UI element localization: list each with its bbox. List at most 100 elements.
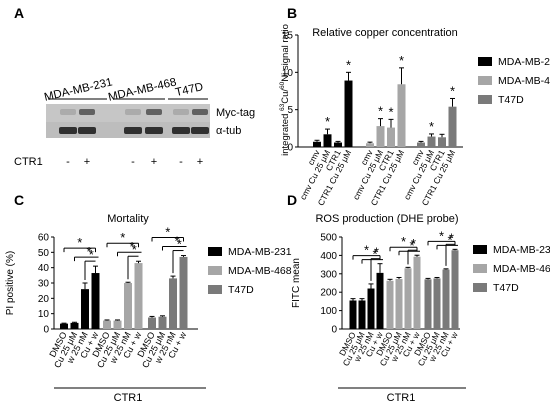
y-tick-label: 300: [320, 269, 337, 280]
bar: [148, 317, 156, 329]
significance-star: *: [177, 237, 182, 252]
significance-star: *: [388, 104, 393, 119]
legend-label: MDA-MB-468: [498, 75, 550, 87]
panel-letter-c: C: [14, 192, 24, 208]
myc-tag-band: [192, 109, 208, 115]
bar: [334, 142, 342, 147]
significance-star: *: [378, 104, 383, 119]
myc-tag-band: [173, 109, 189, 115]
legend-swatch: [478, 57, 492, 66]
blot-cell-line-label: MDA-MB-468: [107, 76, 178, 103]
bar: [367, 288, 375, 329]
alpha-tubulin-band: [191, 127, 209, 134]
legend-label: MDA-MB-231: [498, 56, 550, 68]
legend-swatch: [208, 285, 222, 294]
legend-label: MDA-MB-468: [493, 263, 550, 275]
bar: [395, 278, 403, 329]
panel-letter-a: A: [14, 5, 24, 21]
blot-lane-sign: -: [66, 156, 70, 168]
y-tick-label: 500: [320, 233, 337, 244]
bar: [413, 256, 421, 329]
y-tick-label: 50: [38, 248, 50, 259]
significance-star: *: [89, 247, 94, 262]
bar: [376, 272, 384, 329]
blot-cell-line-label: MDA-MB-231: [43, 76, 114, 103]
bar: [386, 280, 394, 329]
blot-band-label-tubulin: α-tub: [216, 125, 241, 137]
bar: [179, 256, 188, 329]
blot-lane-sign: -: [179, 156, 183, 168]
panel-letter-b: B: [287, 5, 297, 21]
myc-tag-band: [125, 109, 141, 115]
ctr1-group-label: CTR1: [114, 392, 143, 404]
legend-swatch: [473, 245, 487, 254]
significance-star: *: [439, 228, 444, 243]
y-tick-label: 5: [287, 105, 293, 116]
significance-star: *: [129, 239, 134, 254]
significance-star: *: [429, 119, 434, 134]
myc-tag-band: [146, 109, 162, 115]
blot-lane-sign: +: [84, 156, 90, 168]
bar: [397, 84, 406, 147]
y-tick-label: 400: [320, 251, 337, 262]
alpha-tubulin-band: [172, 127, 190, 134]
blot-band-label-myc: Myc-tag: [216, 107, 255, 119]
bar: [103, 320, 111, 329]
legend-label: MDA-MB-231: [493, 244, 550, 256]
bar: [313, 141, 321, 147]
significance-star: *: [364, 243, 369, 258]
legend-label: MDA-MB-468: [228, 265, 292, 277]
legend-swatch: [478, 76, 492, 85]
significance-star: *: [401, 234, 406, 249]
legend-label: MDA-MB-231: [228, 246, 292, 258]
significance-star: *: [132, 242, 137, 257]
bar: [124, 283, 132, 329]
significance-star: *: [174, 234, 179, 249]
legend-swatch: [208, 247, 222, 256]
bar: [158, 316, 167, 329]
bar: [417, 142, 425, 147]
chart-title: Relative copper concentration: [312, 27, 458, 39]
bar: [404, 268, 412, 329]
y-tick-label: 20: [38, 294, 50, 305]
alpha-tubulin-band: [59, 127, 77, 134]
y-tick-label: 10: [282, 68, 294, 79]
significance-star: *: [374, 245, 379, 260]
bar: [424, 279, 432, 329]
alpha-tubulin-band: [124, 127, 142, 134]
bar: [366, 143, 374, 147]
y-tick-label: 0: [43, 325, 49, 336]
bar: [60, 323, 68, 329]
y-tick-label: 15: [282, 31, 294, 42]
y-tick-label: 0: [331, 325, 337, 336]
myc-tag-band: [60, 109, 76, 115]
significance-star: *: [77, 235, 82, 250]
blot-cell-line-label: T47D: [174, 81, 204, 99]
bar: [438, 137, 446, 147]
bar: [376, 126, 385, 147]
significance-star: *: [325, 114, 330, 129]
bar: [70, 322, 79, 329]
alpha-tubulin-band: [145, 127, 163, 134]
bar: [442, 269, 450, 329]
chart-title: ROS production (DHE probe): [315, 213, 458, 225]
chart-title: Mortality: [107, 213, 149, 225]
legend-label: T47D: [498, 94, 524, 106]
significance-star: *: [450, 83, 455, 98]
blot-lane-sign: +: [197, 156, 203, 168]
legend-swatch: [208, 266, 222, 275]
y-axis-label: PI positive (%): [5, 251, 16, 315]
legend-label: T47D: [493, 282, 519, 294]
significance-star: *: [411, 236, 416, 251]
significance-star: *: [399, 53, 404, 68]
bar: [433, 278, 441, 329]
blot-lane-sign: -: [131, 156, 135, 168]
significance-star: *: [409, 238, 414, 253]
y-tick-label: 60: [38, 233, 50, 244]
significance-star: *: [372, 247, 377, 262]
western-blot: [46, 104, 210, 138]
y-tick-label: 0: [287, 143, 293, 154]
bar: [358, 300, 366, 329]
bar: [169, 278, 177, 329]
